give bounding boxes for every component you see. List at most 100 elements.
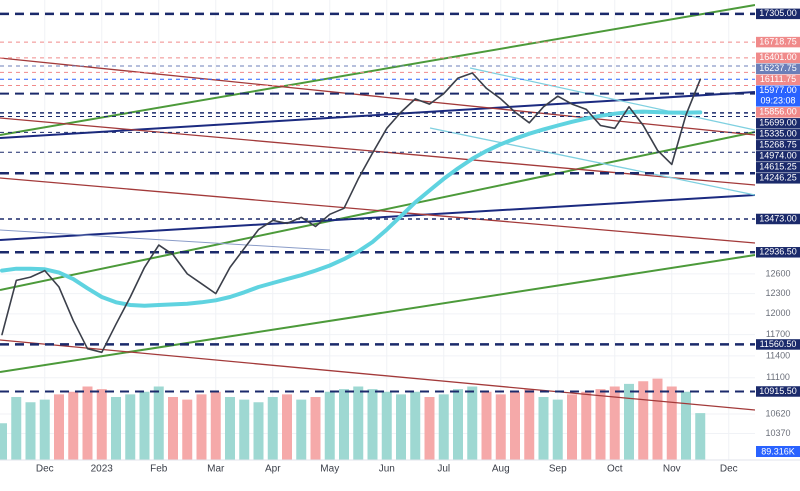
volume-bar (367, 389, 378, 460)
x-tick-label: Jul (437, 464, 450, 475)
volume-bar (381, 391, 392, 460)
level-label: 11560.50 (760, 339, 797, 349)
volume-bar (310, 397, 321, 460)
trendlines (0, 4, 756, 411)
volume-bar (396, 394, 406, 460)
volume-bar (253, 402, 264, 460)
level-label: 14615.25 (759, 162, 797, 172)
x-tick-label: Oct (607, 464, 623, 475)
y-tick-label: 12300 (765, 288, 790, 298)
volume-bar (652, 378, 663, 460)
volume-bar (210, 391, 221, 460)
volume-bar (453, 389, 463, 460)
volume-bar (182, 399, 193, 460)
level-label-box (756, 339, 800, 350)
volume-bar (267, 397, 278, 460)
x-tick-label: May (320, 464, 339, 475)
y-tick-label: 10370 (765, 428, 790, 438)
level-label-box (756, 118, 800, 129)
volume-bar (624, 383, 634, 460)
volume-bar (595, 389, 606, 460)
volume-bar (82, 386, 93, 460)
level-label-box (756, 129, 800, 140)
y-tick-label: 12600 (765, 268, 790, 278)
volume-bar (111, 397, 121, 460)
volume-bar (25, 402, 36, 460)
levels (0, 12, 755, 393)
y-tick-label: 11700 (766, 329, 790, 339)
volume-bar (39, 399, 50, 460)
trendline (469, 67, 756, 131)
volume-bar (567, 394, 577, 460)
volume-bar (153, 386, 164, 460)
volume-bar (438, 394, 449, 460)
volume-bar (524, 389, 535, 460)
x-tick-label: Apr (265, 464, 281, 475)
y-tick-label: 10620 (765, 408, 790, 418)
volume-bar (353, 386, 364, 460)
trendline (0, 91, 756, 139)
x-tick-label: Feb (150, 464, 168, 475)
volume-bar (495, 394, 506, 460)
volume-bar (282, 394, 292, 460)
level-label-box (756, 162, 800, 173)
plot (0, 72, 703, 354)
volume-panel (0, 378, 706, 460)
axis-labels: 10370 10620 11100 11400 11700 12000 12300 12600… (36, 8, 800, 475)
volume-bar (196, 394, 207, 460)
volume-bar (339, 389, 349, 460)
x-tick-label: Nov (663, 464, 681, 475)
volume-bar (239, 399, 250, 460)
level-label: 14246.25 (759, 173, 797, 183)
level-label: 16237.75 (759, 63, 797, 73)
series-line (0, 109, 703, 308)
volume-bar (125, 394, 136, 460)
level-label: 14974.00 (759, 151, 797, 161)
volume-bar (54, 394, 64, 460)
level-label: 17305.00 (759, 8, 797, 18)
level-label: 15335.00 (759, 129, 797, 139)
level-label-box (756, 213, 800, 225)
x-tick-label: Jun (379, 464, 395, 475)
level-label-box (756, 63, 800, 75)
level-label-box (756, 74, 800, 86)
level-label: 10915.50 (759, 386, 797, 396)
y-tick-label: 11100 (766, 372, 790, 382)
level-label: 16111.75 (760, 74, 796, 84)
volume-bar (695, 413, 706, 460)
level-label-box (756, 247, 800, 258)
trendline (0, 177, 756, 244)
volume-bar (481, 391, 492, 460)
level-label-box (756, 151, 800, 162)
volume-bar (638, 381, 649, 460)
level-label: 15977.00 (759, 85, 797, 95)
trendline (0, 229, 331, 251)
x-tick-label: Mar (207, 464, 225, 475)
trendline (0, 194, 756, 241)
volume-bar (324, 391, 335, 460)
trendline (0, 117, 756, 186)
volume-label: 89.316K (761, 446, 795, 456)
trendline (0, 4, 756, 136)
level-label-box (756, 85, 800, 107)
x-tick-label: 2023 (91, 464, 114, 475)
volume-bar (168, 397, 178, 460)
level-label-box (756, 107, 800, 118)
volume-bar (96, 389, 107, 460)
level-label: 15699.00 (759, 118, 797, 128)
level-label-box (756, 8, 800, 20)
volume-bar (510, 391, 520, 460)
volume-bar (410, 391, 421, 460)
volume-bar (609, 386, 620, 460)
x-tick-label: Dec (36, 464, 54, 475)
y-tick-label: 12000 (765, 308, 790, 318)
level-label-box (756, 36, 800, 48)
level-label: 15268.75 (759, 140, 797, 150)
volume-bar (581, 391, 592, 460)
trendline (0, 339, 756, 411)
x-tick-label: Sep (549, 464, 567, 475)
series-line (1, 72, 702, 354)
level-label: 16718.75 (759, 36, 797, 46)
trendline (0, 254, 756, 373)
